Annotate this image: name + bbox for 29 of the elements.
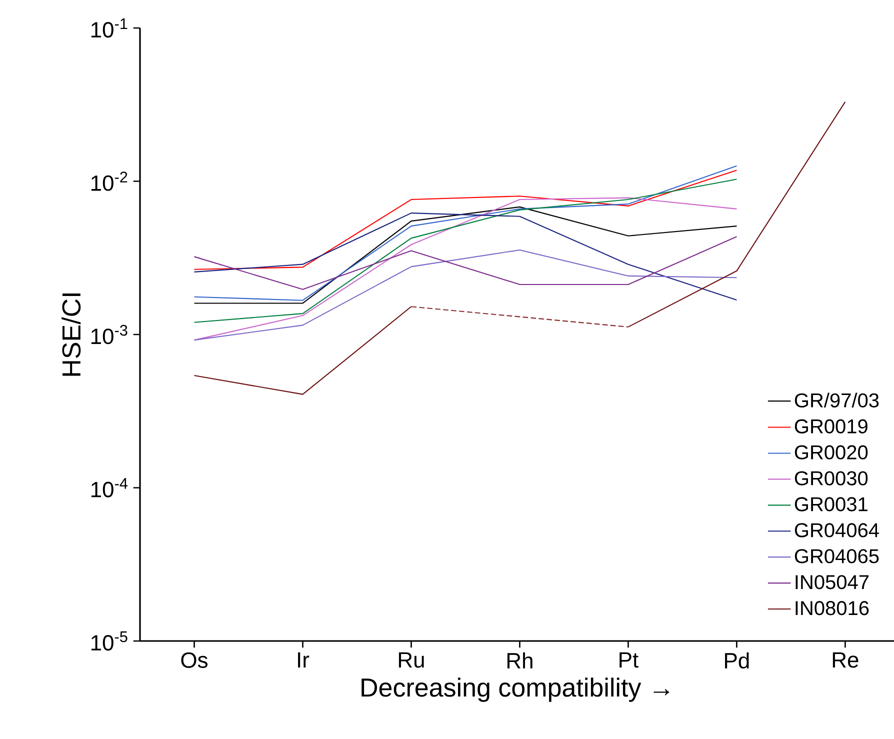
x-tick-label: Rh (507, 652, 532, 668)
x-tick-label: Ir (298, 652, 310, 668)
y-tick-label: 10$^{-5}$ (91, 631, 128, 651)
line-series (194, 197, 738, 341)
legend-label: GR04064 (794, 523, 879, 538)
line-series (194, 170, 738, 270)
y-tick-label: 10$^{-2}$ (91, 172, 128, 191)
y-tick-label: 10$^{-4}$ (91, 478, 128, 498)
x-tick-label: Re (832, 652, 858, 668)
legend-label: GR0020 (794, 445, 868, 460)
y-tick-label: 10$^{-3}$ (91, 324, 128, 344)
x-tick-label: Os (181, 652, 208, 668)
legend-label: GR0030 (794, 471, 868, 486)
y-tick-label: 10$^{-1}$ (91, 18, 128, 38)
line-series (194, 236, 738, 290)
legend-label: IN08016 (796, 601, 869, 616)
y-axis-title: HSE/CI (62, 294, 81, 376)
legend-label: IN05047 (796, 575, 869, 590)
line-series (194, 178, 738, 323)
legend-label: GR04065 (794, 549, 879, 564)
x-tick-label: Pt (620, 652, 638, 668)
line-series (194, 165, 738, 301)
x-tick-label: Pd (725, 652, 749, 669)
legend-label: GR/97/03 (794, 392, 879, 408)
legend-label: GR0031 (794, 497, 868, 512)
x-tick-label: Ru (398, 652, 424, 668)
legend-label: GR0019 (794, 419, 868, 434)
line-series (194, 249, 738, 341)
x-axis-title: Decreasing compatibility → (362, 678, 670, 702)
